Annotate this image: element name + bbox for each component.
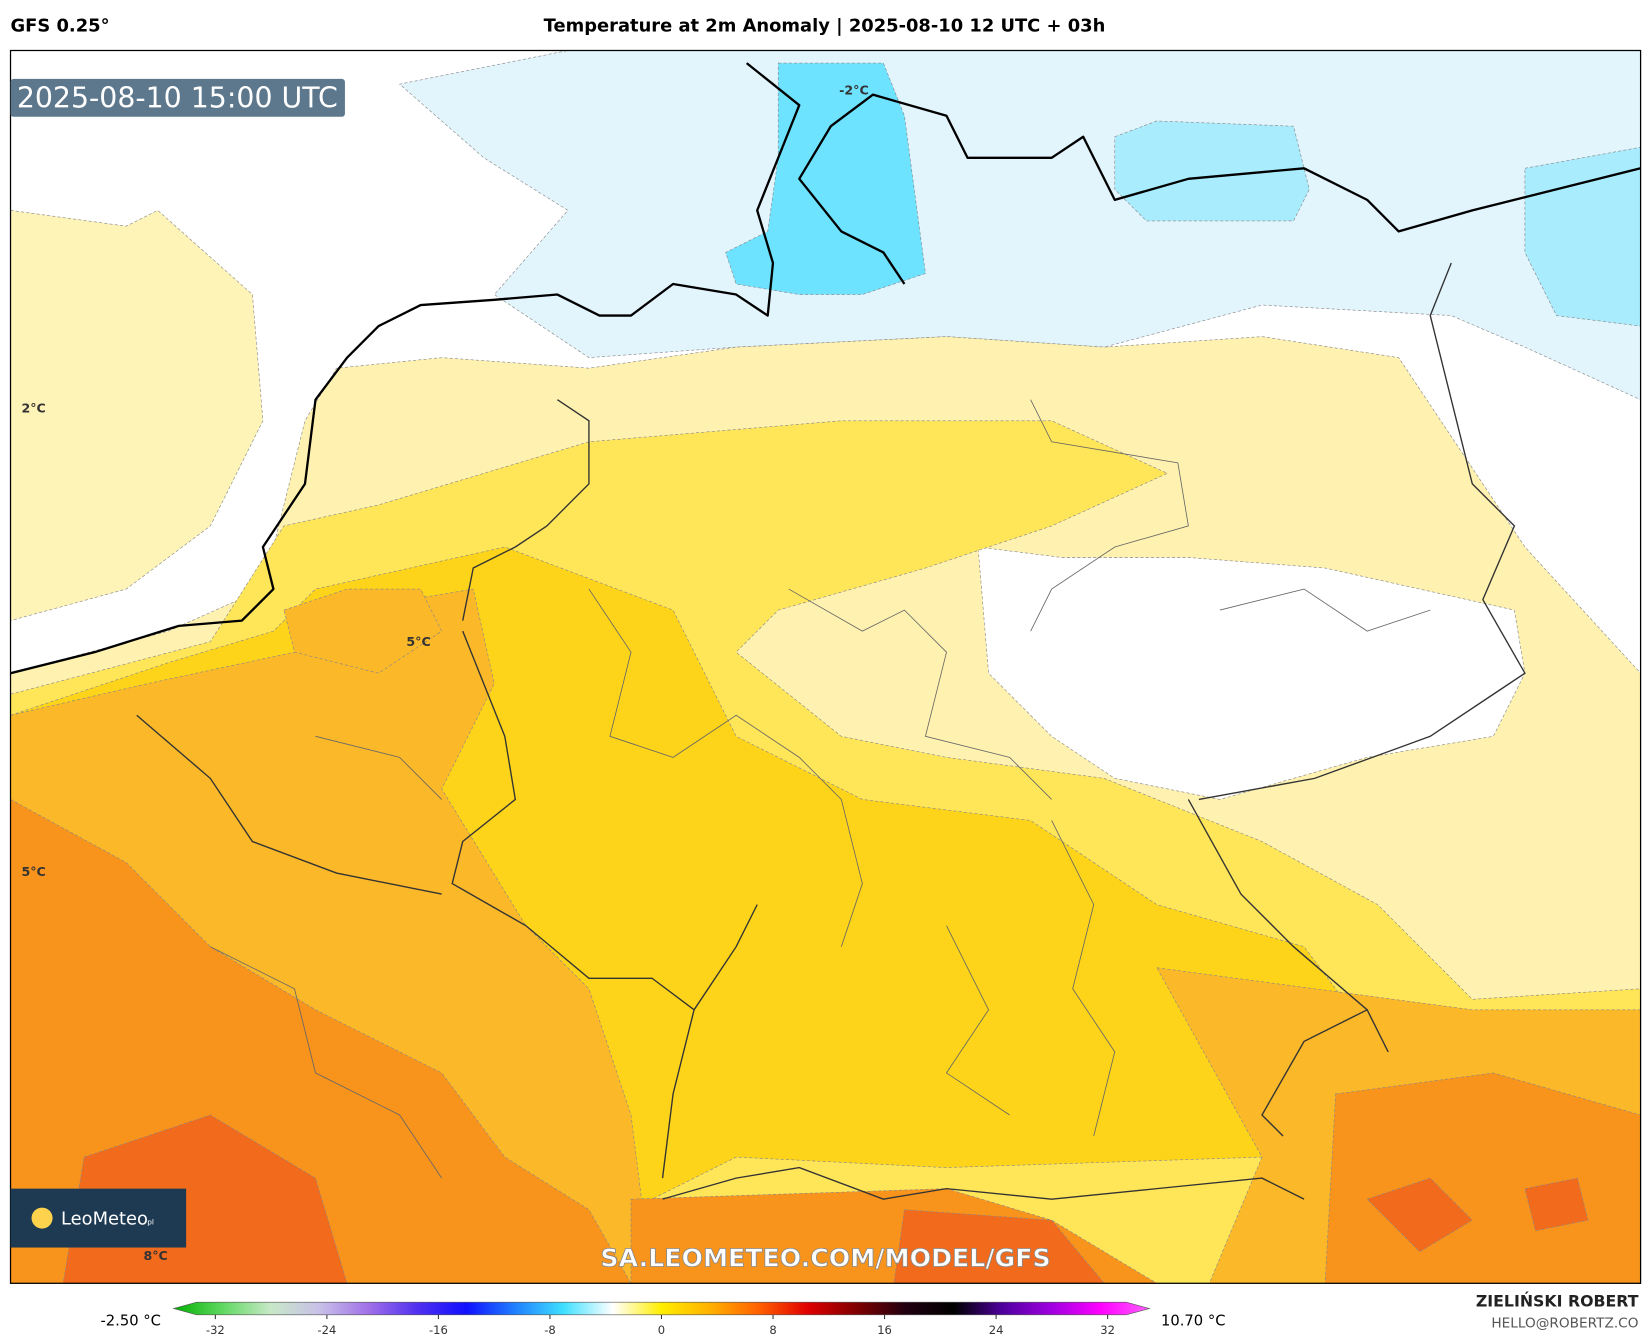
contour-label: 5°C bbox=[21, 864, 45, 879]
map-title: Temperature at 2m Anomaly | 2025-08-10 1… bbox=[544, 16, 1106, 37]
hottest-region bbox=[893, 1209, 1105, 1284]
map bbox=[10, 50, 1641, 1284]
colorbar-min: -2.50 °C bbox=[101, 1312, 161, 1329]
cold-region bbox=[398, 50, 1641, 401]
model-label: GFS 0.25° bbox=[11, 16, 110, 37]
colorbar: -32 -24 -16 -8 0 8 16 24 32 bbox=[172, 1301, 1151, 1337]
logo-text: LeoMeteo bbox=[61, 1208, 148, 1229]
contour-label: 2°C bbox=[21, 400, 45, 415]
country-border bbox=[136, 262, 1526, 1200]
cold-patch bbox=[1114, 120, 1310, 222]
neutral-region bbox=[977, 546, 1526, 800]
hotter-region bbox=[1324, 1072, 1641, 1284]
contour-label: 8°C bbox=[143, 1248, 167, 1263]
contour-label: -2°C bbox=[839, 83, 869, 98]
hottest-region bbox=[1366, 1177, 1589, 1253]
colorbar-tick-label: -24 bbox=[317, 1323, 336, 1337]
colorbar-tick-label: -32 bbox=[206, 1323, 225, 1337]
time-badge bbox=[10, 78, 345, 117]
cold-patch bbox=[1524, 146, 1641, 327]
contour-label: 5°C bbox=[406, 634, 430, 649]
colorbar-tick-label: 32 bbox=[1100, 1323, 1115, 1337]
map-frame bbox=[9, 49, 1642, 1284]
colorbar-ramp bbox=[172, 1301, 1151, 1316]
colorbar-max: 10.70 °C bbox=[1161, 1312, 1225, 1329]
valid-time: 2025-08-10 15:00 UTC bbox=[17, 81, 338, 114]
colorbar-tick-label: 0 bbox=[658, 1323, 665, 1337]
hot-patch bbox=[283, 588, 443, 674]
author: ZIELIŃSKI ROBERT bbox=[1476, 1291, 1639, 1310]
colorbar-tick-label: 16 bbox=[877, 1323, 892, 1337]
colorbar-tick-label: 8 bbox=[769, 1323, 776, 1337]
colorbar-tick-label: 24 bbox=[989, 1323, 1004, 1337]
coastline bbox=[10, 62, 1641, 675]
watermark: SA.LEOMETEO.COM/MODEL/GFS bbox=[600, 1243, 1050, 1272]
logo-suffix: pl bbox=[147, 1217, 154, 1226]
colorbar-tick-label: -16 bbox=[429, 1323, 448, 1337]
logo-sun bbox=[31, 1207, 53, 1229]
sea-warm bbox=[10, 209, 264, 621]
cold-core bbox=[725, 62, 926, 295]
region-border bbox=[210, 399, 1431, 1179]
contact: HELLO@ROBERTZ.CO bbox=[1491, 1315, 1638, 1331]
colorbar-tick-label: -8 bbox=[544, 1323, 556, 1337]
contour-labels: -2°C 2°C 5°C 5°C 8°C bbox=[21, 83, 868, 1263]
